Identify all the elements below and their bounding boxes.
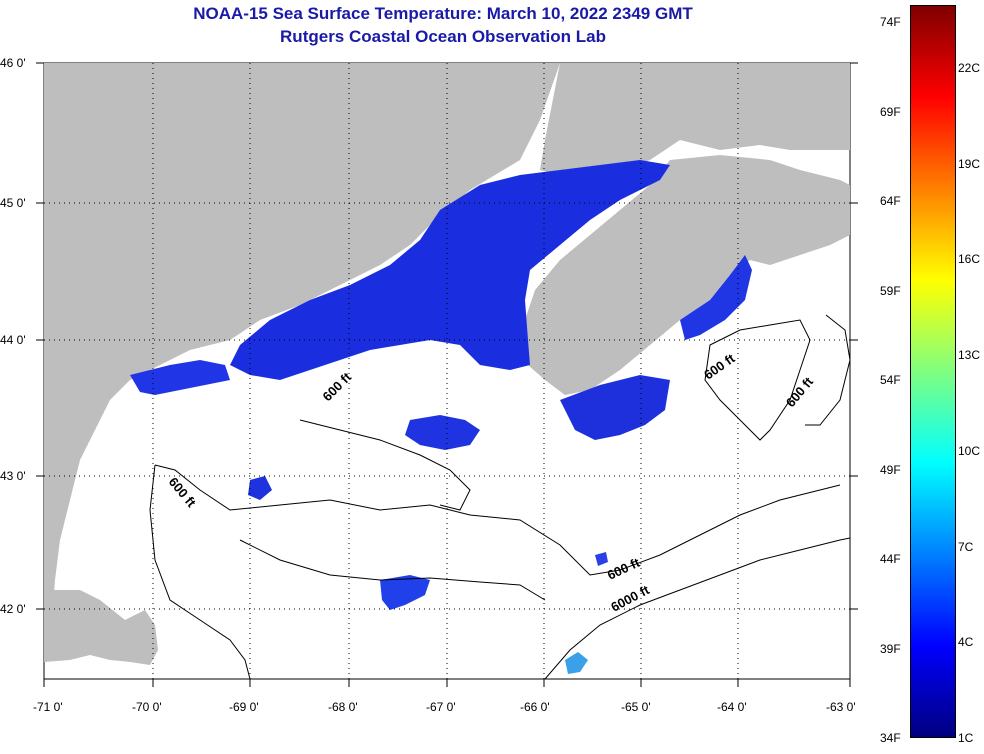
land-new-brunswick (540, 63, 850, 175)
lon-label: -71 0' (33, 700, 63, 714)
map-title: NOAA-15 Sea Surface Temperature: March 1… (193, 4, 693, 23)
sst-warm-patch (565, 652, 588, 674)
lon-label: -65 0' (621, 700, 651, 714)
colorbar-label-c: 19C (958, 156, 981, 171)
colorbar-label-f: 69F (880, 104, 901, 119)
lon-label: -68 0' (328, 700, 358, 714)
land-us-mainland (44, 63, 560, 640)
lon-label: -70 0' (132, 700, 162, 714)
lat-label: 45 0' (0, 196, 26, 210)
land-cape-breton (800, 63, 850, 110)
lon-label: -66 0' (520, 700, 550, 714)
sst-bay-of-fundy (230, 160, 670, 380)
lon-label: -64 0' (717, 700, 747, 714)
sst-georges-patch (380, 575, 430, 610)
colorbar-label-c: 1C (958, 731, 974, 745)
colorbar-label-f: 54F (880, 373, 901, 387)
sst-central-patch (405, 415, 480, 450)
land-nova-scotia (525, 155, 850, 395)
contour-600ft-b (149, 464, 251, 679)
colorbar-label-c: 16C (958, 252, 981, 267)
colorbar-label-f: 39F (880, 641, 901, 656)
sst-southeast-patch (595, 552, 608, 566)
sst-coast-patch (130, 360, 230, 395)
land-cape-cod (44, 590, 158, 665)
colorbar-label-f: 49F (880, 462, 901, 477)
colorbar-label-c: 7C (958, 539, 974, 554)
colorbar-label-c: 13C (958, 348, 981, 363)
lon-label: -67 0' (426, 700, 456, 714)
colorbar-label-f: 74F (880, 15, 901, 29)
lon-label: -63 0' (826, 700, 856, 714)
colorbar-label-c: 10C (958, 443, 981, 458)
sst-ns-south-patch (560, 375, 670, 440)
lat-label: 42 0' (0, 602, 26, 616)
sst-ns-east-patch (680, 255, 752, 340)
axis-ticks (36, 62, 858, 687)
contour-600ft-e (299, 419, 471, 511)
colorbar-label-f: 44F (880, 552, 901, 566)
lat-label: 44 0' (0, 333, 26, 347)
contour-600ft-d (805, 314, 850, 426)
colorbar-label-f: 59F (880, 283, 901, 298)
contour-6000ft (544, 537, 850, 679)
colorbar-label-f: 34F (880, 731, 901, 745)
colorbar (910, 5, 956, 738)
colorbar-label-f: 64F (880, 194, 901, 208)
map-subtitle: Rutgers Coastal Ocean Observation Lab (280, 27, 606, 46)
colorbar-label-c: 4C (958, 635, 974, 650)
lat-label: 43 0' (0, 469, 26, 483)
sst-small-patch (248, 476, 272, 500)
lat-label: 46 0' (0, 56, 26, 70)
contour-600ft-c (704, 319, 811, 441)
contour-600ft-a (154, 464, 841, 576)
contour-inner (239, 539, 546, 601)
colorbar-label-c: 22C (958, 61, 981, 75)
lon-label: -69 0' (229, 700, 259, 714)
